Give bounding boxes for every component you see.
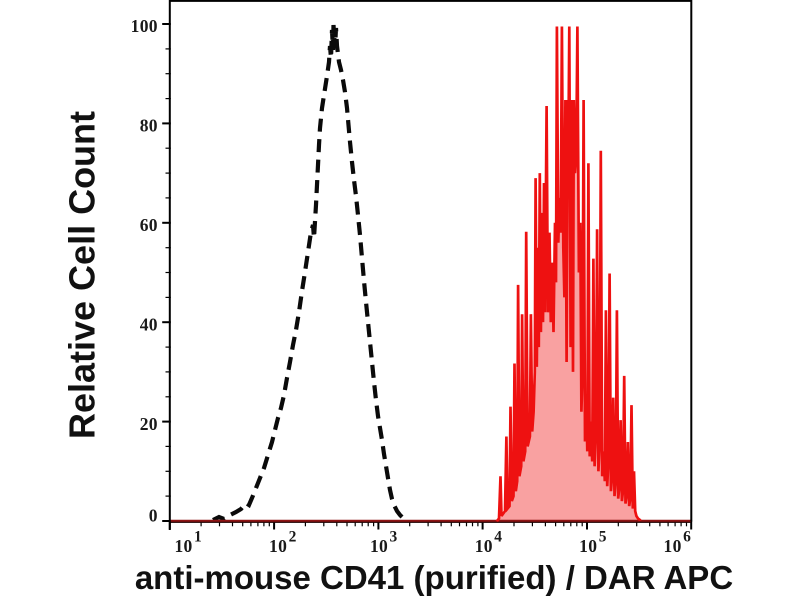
svg-text:40: 40 <box>140 314 158 334</box>
svg-text:10: 10 <box>664 536 682 556</box>
svg-text:10: 10 <box>475 536 493 556</box>
svg-text:4: 4 <box>494 529 502 546</box>
svg-text:100: 100 <box>131 16 158 36</box>
svg-text:10: 10 <box>174 536 192 556</box>
svg-text:10: 10 <box>269 536 287 556</box>
svg-text:10: 10 <box>579 536 597 556</box>
svg-text:2: 2 <box>289 529 297 546</box>
svg-text:5: 5 <box>599 529 607 546</box>
svg-text:80: 80 <box>140 116 158 136</box>
svg-text:20: 20 <box>140 414 158 434</box>
svg-text:10: 10 <box>370 536 388 556</box>
svg-text:6: 6 <box>683 529 691 546</box>
svg-text:1: 1 <box>194 529 202 546</box>
svg-text:60: 60 <box>140 215 158 235</box>
svg-text:0: 0 <box>149 506 158 526</box>
svg-text:Relative Cell Count: Relative Cell Count <box>62 111 103 439</box>
svg-text:anti-mouse CD41 (purified) / D: anti-mouse CD41 (purified) / DAR APC <box>135 559 733 596</box>
svg-text:3: 3 <box>390 529 398 546</box>
